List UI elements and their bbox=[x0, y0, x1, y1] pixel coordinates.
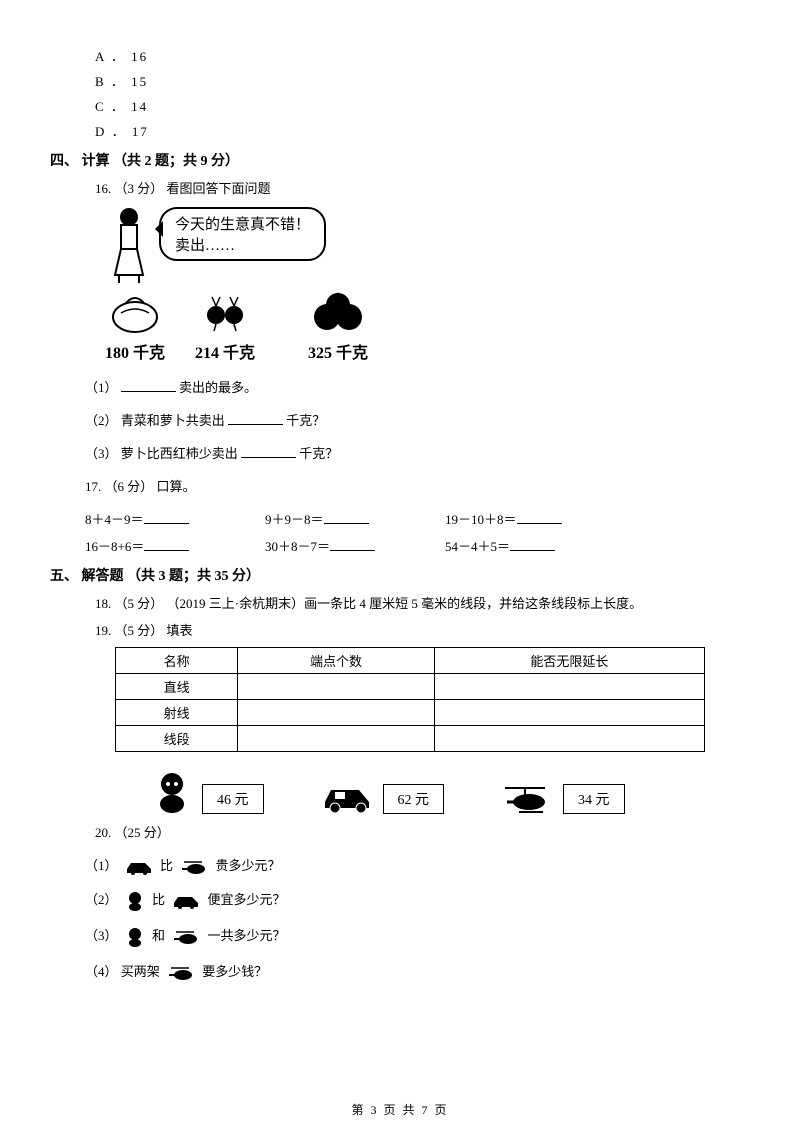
q17-r2b-blank[interactable] bbox=[330, 537, 375, 551]
q19-table: 名称 端点个数 能否无限延长 直线 射线 线段 bbox=[115, 647, 705, 752]
q20-sub3-a: （3） bbox=[85, 928, 118, 943]
q17-r2a: 16－8+6＝ bbox=[85, 539, 144, 554]
q17-r2c-blank[interactable] bbox=[510, 537, 555, 551]
th-infinite: 能否无限延长 bbox=[434, 648, 704, 674]
table-row: 直线 bbox=[116, 674, 705, 700]
heli-mini-icon bbox=[172, 929, 200, 945]
veg2-label: 214 千克 bbox=[195, 339, 255, 363]
q17-r2c: 54－4＋5＝ bbox=[445, 539, 510, 554]
q16-sub2-pre: （2） 青菜和萝卜共卖出 bbox=[85, 413, 225, 428]
q16-sub3-pre: （3） 萝卜比西红柿少卖出 bbox=[85, 446, 238, 461]
q16-sub2-post: 千克？ bbox=[286, 413, 325, 428]
row1-c2[interactable] bbox=[238, 674, 434, 700]
q20-stem: 20. （25 分） bbox=[95, 822, 750, 841]
row2-c2[interactable] bbox=[238, 700, 434, 726]
heli-price: 34 元 bbox=[563, 784, 625, 814]
q16-sub1: （1） 卖出的最多。 bbox=[85, 377, 750, 396]
option-b: B ． 15 bbox=[95, 71, 750, 90]
q16-sub3-blank[interactable] bbox=[241, 444, 296, 458]
doll-icon bbox=[150, 770, 194, 814]
q16-sub1-blank[interactable] bbox=[121, 378, 176, 392]
q17-r1a: 8＋4－9＝ bbox=[85, 512, 144, 527]
q20-sub2-a: （2） bbox=[85, 892, 118, 907]
q17-r2a-blank[interactable] bbox=[144, 537, 189, 551]
q16-sub3: （3） 萝卜比西红柿少卖出 千克？ bbox=[85, 443, 750, 462]
girl-icon bbox=[105, 205, 153, 283]
car-mini-icon bbox=[125, 859, 153, 875]
q20-sub1-b: 贵多少元？ bbox=[216, 858, 281, 873]
q17-r1a-blank[interactable] bbox=[144, 510, 189, 524]
q20-sub3-b: 一共多少元？ bbox=[208, 928, 286, 943]
q16-sub3-post: 千克？ bbox=[299, 446, 338, 461]
option-d: D ． 17 bbox=[95, 121, 750, 140]
car-price: 62 元 bbox=[383, 784, 445, 814]
q17-row2: 16－8+6＝ 30＋8－7＝ 54－4＋5＝ bbox=[85, 536, 750, 555]
doll-mini-icon bbox=[125, 891, 145, 911]
q16-sub1-pre: （1） bbox=[85, 380, 118, 395]
section-4-header: 四、 计算 （共 2 题；共 9 分） bbox=[50, 150, 750, 170]
price-row: 46 元 62 元 34 元 bbox=[150, 770, 750, 814]
q17-stem: 17. （6 分） 口算。 bbox=[85, 476, 750, 495]
row3-name: 线段 bbox=[116, 726, 238, 752]
row1-name: 直线 bbox=[116, 674, 238, 700]
th-endpoints: 端点个数 bbox=[238, 648, 434, 674]
section-5-header: 五、 解答题 （共 3 题；共 35 分） bbox=[50, 565, 750, 585]
bubble-line2: 卖出…… bbox=[175, 234, 310, 255]
option-c: C ． 14 bbox=[95, 96, 750, 115]
q20-sub1-mid: 比 bbox=[160, 858, 173, 873]
q20-sub3-mid: 和 bbox=[152, 928, 165, 943]
row3-c2[interactable] bbox=[238, 726, 434, 752]
veg-cabbage: 180 千克 bbox=[105, 291, 165, 363]
q20-sub2-mid: 比 bbox=[152, 892, 165, 907]
q17-row1: 8＋4－9＝ 9＋9－8＝ 19－10＋8＝ bbox=[85, 509, 750, 528]
row2-name: 射线 bbox=[116, 700, 238, 726]
q20-sub4-a: （4） 买两架 bbox=[85, 964, 160, 979]
veg-radish: 214 千克 bbox=[195, 291, 255, 363]
q20-sub4: （4） 买两架 要多少钱？ bbox=[85, 961, 750, 981]
q17-r1c: 19－10＋8＝ bbox=[445, 512, 517, 527]
q16-sub1-post: 卖出的最多。 bbox=[179, 380, 257, 395]
table-header-row: 名称 端点个数 能否无限延长 bbox=[116, 648, 705, 674]
q20-sub1-a: （1） bbox=[85, 858, 118, 873]
cabbage-icon bbox=[106, 291, 164, 333]
table-row: 线段 bbox=[116, 726, 705, 752]
th-name: 名称 bbox=[116, 648, 238, 674]
veg-tomato: 325 千克 bbox=[305, 289, 371, 363]
q20-sub1: （1） 比 贵多少元？ bbox=[85, 855, 750, 875]
q20-sub2-b: 便宜多少元？ bbox=[208, 892, 286, 907]
q19-stem: 19. （5 分） 填表 bbox=[95, 620, 750, 639]
q20-sub4-b: 要多少钱？ bbox=[202, 964, 267, 979]
q16-sub2: （2） 青菜和萝卜共卖出 千克？ bbox=[85, 410, 750, 429]
veg1-label: 180 千克 bbox=[105, 339, 165, 363]
speech-bubble: 今天的生意真不错！ 卖出…… bbox=[159, 207, 326, 261]
car-mini-icon bbox=[172, 893, 200, 909]
q17-r1c-blank[interactable] bbox=[517, 510, 562, 524]
row3-c3[interactable] bbox=[434, 726, 704, 752]
q17-r1b: 9＋9－8＝ bbox=[265, 512, 324, 527]
q16-sub2-blank[interactable] bbox=[228, 411, 283, 425]
heli-mini-icon bbox=[167, 965, 195, 981]
table-row: 射线 bbox=[116, 700, 705, 726]
car-icon bbox=[319, 780, 375, 814]
veg3-label: 325 千克 bbox=[305, 339, 371, 363]
q16-stem: 16. （3 分） 看图回答下面问题 bbox=[95, 178, 750, 197]
page-footer: 第 3 页 共 7 页 bbox=[0, 1101, 800, 1118]
row1-c3[interactable] bbox=[434, 674, 704, 700]
helicopter-icon bbox=[499, 782, 555, 814]
heli-mini-icon bbox=[180, 859, 208, 875]
q17-r1b-blank[interactable] bbox=[324, 510, 369, 524]
row2-c3[interactable] bbox=[434, 700, 704, 726]
tomato-icon bbox=[305, 289, 371, 333]
radish-icon bbox=[196, 291, 254, 333]
q18: 18. （5 分） （2019 三上·余杭期末）画一条比 4 厘米短 5 毫米的… bbox=[95, 593, 750, 612]
q17-r2b: 30＋8－7＝ bbox=[265, 539, 330, 554]
option-a: A ． 16 bbox=[95, 46, 750, 65]
doll-price: 46 元 bbox=[202, 784, 264, 814]
q20-sub3: （3） 和 一共多少元？ bbox=[85, 925, 750, 947]
q20-sub2: （2） 比 便宜多少元？ bbox=[85, 889, 750, 911]
bubble-line1: 今天的生意真不错！ bbox=[175, 213, 310, 234]
doll-mini-icon bbox=[125, 927, 145, 947]
